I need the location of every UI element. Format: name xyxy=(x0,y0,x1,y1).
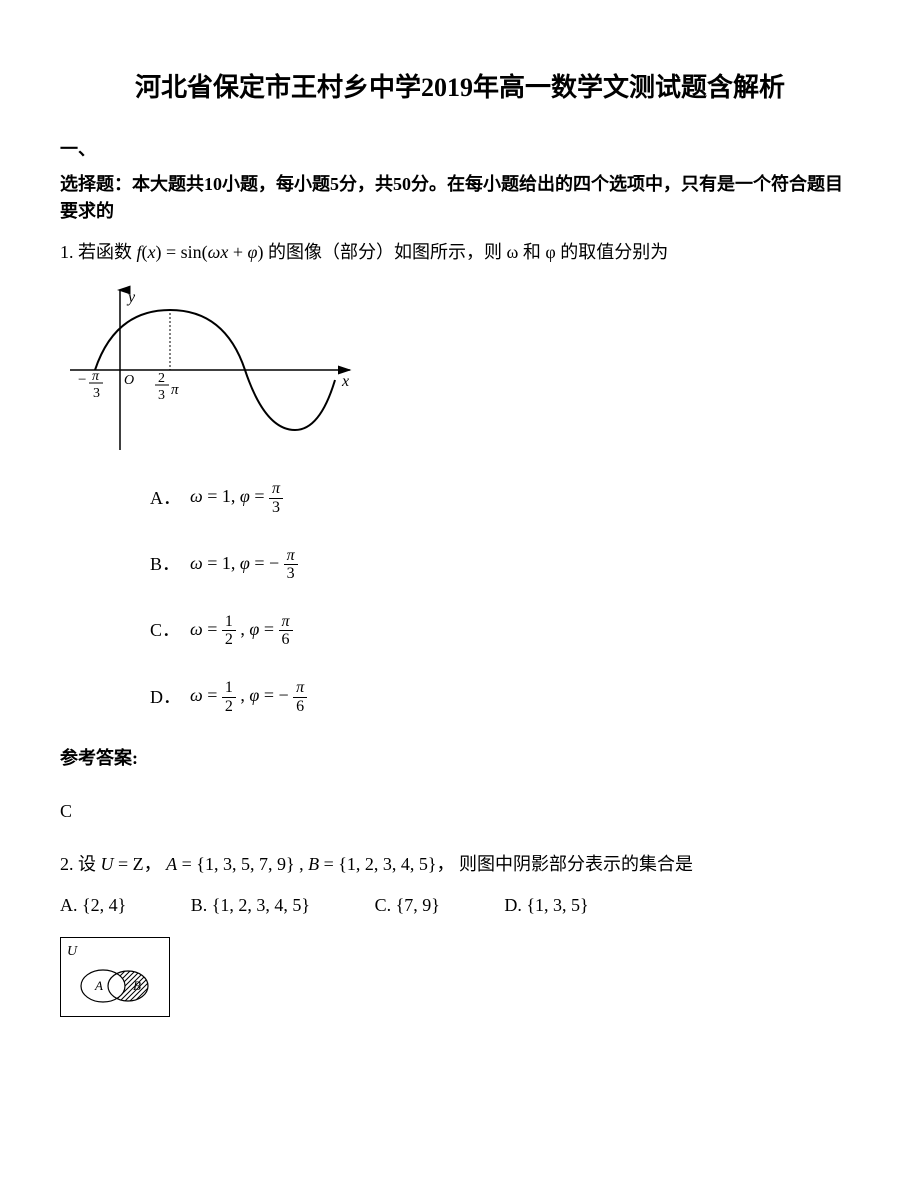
svg-text:2: 2 xyxy=(158,371,165,386)
q1-option-c: C． ω = 12 , φ = π6 xyxy=(150,613,860,649)
sine-graph: y x O − π 3 2 3 π xyxy=(60,280,360,460)
q2-option-d: D. {1, 3, 5} xyxy=(504,892,588,919)
q1-func: f(x) = sin(ωx + φ) xyxy=(137,242,264,262)
q1-var1: ω xyxy=(507,242,519,262)
section-num: 一、 xyxy=(60,136,860,163)
q1-and: 和 xyxy=(523,242,541,262)
q2-u: U = Z xyxy=(101,854,144,874)
x-axis-label: x xyxy=(341,373,349,390)
q2-option-b: B. {1, 2, 3, 4, 5} xyxy=(191,892,310,919)
section-desc: 选择题：本大题共10小题，每小题5分，共50分。在每小题给出的四个选项中，只有是… xyxy=(60,171,860,225)
section-heading: 一、 选择题：本大题共10小题，每小题5分，共50分。在每小题给出的四个选项中，… xyxy=(60,136,860,225)
venn-svg: A B xyxy=(65,946,165,1016)
q1-prefix: 1. 若函数 xyxy=(60,242,132,262)
q2-option-a: A. {2, 4} xyxy=(60,892,126,919)
venn-a-label: A xyxy=(94,978,103,993)
q1-options: A． ω = 1, φ = π3 B． ω = 1, φ = − π3 C． ω… xyxy=(60,480,860,715)
q1-option-d: D． ω = 12 , φ = − π6 xyxy=(150,679,860,715)
svg-text:π: π xyxy=(92,369,100,384)
q1-mid: 的图像（部分）如图所示，则 xyxy=(268,242,502,262)
q1-option-a: A． ω = 1, φ = π3 xyxy=(150,480,860,516)
svg-text:−: − xyxy=(78,372,86,388)
svg-text:3: 3 xyxy=(158,388,165,403)
q1-answer-label: 参考答案: xyxy=(60,745,860,772)
q2-option-c: C. {7, 9} xyxy=(375,892,440,919)
svg-text:3: 3 xyxy=(93,386,100,401)
svg-text:π: π xyxy=(171,382,179,398)
q1-graph: y x O − π 3 2 3 π xyxy=(60,280,860,460)
q1-answer: C xyxy=(60,798,860,825)
q2-suffix: 则图中阴影部分表示的集合是 xyxy=(459,854,693,874)
q1-var2: φ xyxy=(545,242,555,262)
y-axis-label: y xyxy=(126,289,136,306)
origin-label: O xyxy=(124,373,134,388)
venn-diagram: U A B xyxy=(60,937,170,1017)
q2-text: 2. 设 U = Z， A = {1, 3, 5, 7, 9} , B = {1… xyxy=(60,851,860,878)
q1-text: 1. 若函数 f(x) = sin(ωx + φ) 的图像（部分）如图所示，则 … xyxy=(60,239,860,266)
q2-options: A. {2, 4} B. {1, 2, 3, 4, 5} C. {7, 9} D… xyxy=(60,892,860,919)
q2-prefix: 2. 设 xyxy=(60,854,96,874)
q2-a: A = {1, 3, 5, 7, 9} , B = {1, 2, 3, 4, 5… xyxy=(166,854,436,874)
page-title: 河北省保定市王村乡中学2019年高一数学文测试题含解析 xyxy=(60,70,860,106)
venn-b-label: B xyxy=(133,978,141,993)
q1-option-b: B． ω = 1, φ = − π3 xyxy=(150,547,860,583)
q1-suffix: 的取值分别为 xyxy=(560,242,668,262)
